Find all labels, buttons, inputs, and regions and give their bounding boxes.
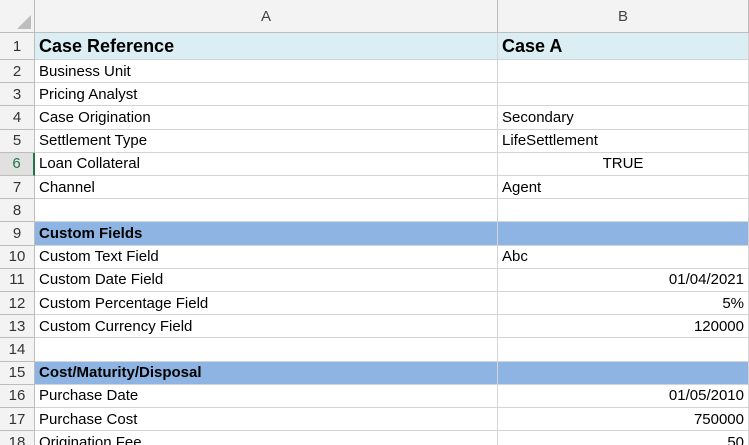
- cell[interactable]: Loan Collateral: [35, 152, 498, 176]
- row-header[interactable]: 12: [0, 292, 35, 316]
- cell[interactable]: [498, 199, 749, 223]
- row-header[interactable]: 2: [0, 60, 35, 84]
- select-all[interactable]: [0, 0, 35, 33]
- cell[interactable]: Purchase Date: [35, 384, 498, 408]
- cell[interactable]: [498, 83, 749, 107]
- cell[interactable]: Pricing Analyst: [35, 83, 498, 107]
- cell[interactable]: Case Origination: [35, 106, 498, 130]
- cell[interactable]: 01/05/2010: [498, 384, 749, 408]
- cell[interactable]: Business Unit: [35, 60, 498, 84]
- row-header[interactable]: 6: [0, 152, 35, 176]
- column-header[interactable]: B: [498, 0, 749, 33]
- cell[interactable]: 120000: [498, 315, 749, 339]
- row-header[interactable]: 13: [0, 315, 35, 339]
- cell[interactable]: Custom Text Field: [35, 245, 498, 269]
- row-header[interactable]: 11: [0, 268, 35, 292]
- row-header[interactable]: 5: [0, 129, 35, 153]
- cell[interactable]: LifeSettlement: [498, 129, 749, 153]
- row-header[interactable]: 7: [0, 176, 35, 200]
- cell[interactable]: Case Reference: [35, 33, 498, 60]
- cell[interactable]: Abc: [498, 245, 749, 269]
- cell[interactable]: Origination Fee: [35, 431, 498, 445]
- corner-triangle: [17, 15, 31, 29]
- cell[interactable]: Custom Currency Field: [35, 315, 498, 339]
- cell[interactable]: Agent: [498, 176, 749, 200]
- cell[interactable]: 50: [498, 431, 749, 445]
- cell[interactable]: Cost/Maturity/Disposal: [35, 361, 498, 385]
- row-header[interactable]: 15: [0, 361, 35, 385]
- cell[interactable]: 01/04/2021: [498, 268, 749, 292]
- row-header[interactable]: 4: [0, 106, 35, 130]
- row-header[interactable]: 18: [0, 431, 35, 445]
- cell[interactable]: 5%: [498, 292, 749, 316]
- cell[interactable]: Custom Percentage Field: [35, 292, 498, 316]
- row-header[interactable]: 1: [0, 33, 35, 60]
- cell[interactable]: [35, 338, 498, 362]
- row-header[interactable]: 9: [0, 222, 35, 246]
- row-header[interactable]: 17: [0, 408, 35, 432]
- cell[interactable]: Channel: [35, 176, 498, 200]
- cell[interactable]: [498, 60, 749, 84]
- cell[interactable]: [35, 199, 498, 223]
- cell[interactable]: TRUE: [498, 152, 749, 176]
- cell[interactable]: Custom Fields: [35, 222, 498, 246]
- cell[interactable]: 750000: [498, 408, 749, 432]
- row-header[interactable]: 3: [0, 83, 35, 107]
- row-header[interactable]: 8: [0, 199, 35, 223]
- cell[interactable]: Purchase Cost: [35, 408, 498, 432]
- cell[interactable]: Custom Date Field: [35, 268, 498, 292]
- row-header[interactable]: 14: [0, 338, 35, 362]
- cell[interactable]: [498, 222, 749, 246]
- row-header[interactable]: 16: [0, 384, 35, 408]
- column-header[interactable]: A: [35, 0, 498, 33]
- cell[interactable]: [498, 338, 749, 362]
- cell[interactable]: Secondary: [498, 106, 749, 130]
- row-header[interactable]: 10: [0, 245, 35, 269]
- cell[interactable]: Settlement Type: [35, 129, 498, 153]
- cell[interactable]: Case A: [498, 33, 749, 60]
- cell[interactable]: [498, 361, 749, 385]
